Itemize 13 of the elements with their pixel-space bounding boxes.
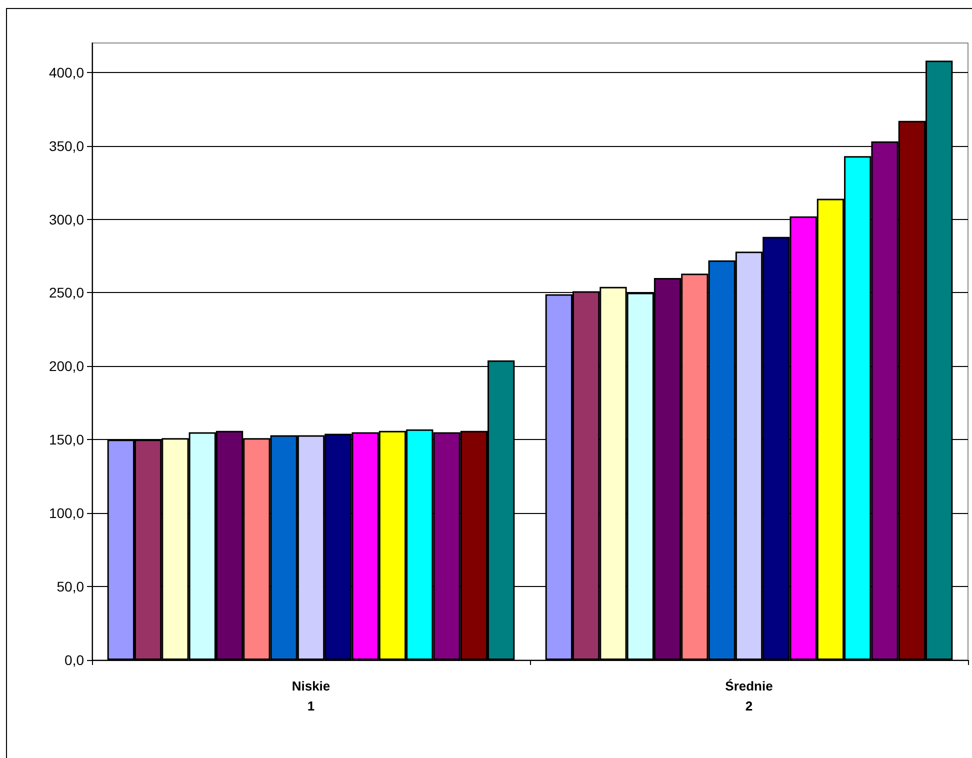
y-tick-label: 400,0 [48,64,84,80]
y-tick-label: 0,0 [64,652,84,668]
y-tick-label: 100,0 [48,505,84,522]
y-tick-label: 350,0 [48,138,84,154]
x-tick-label: Niskie [292,678,330,694]
text: 1 [307,698,315,714]
text: 2 [745,698,753,714]
y-tick-label: 300,0 [48,211,84,228]
y-tick-label: 200,0 [48,358,84,374]
x-tick-label: Średnie [725,678,773,694]
y-tick-label: 50,0 [56,578,84,595]
y-tick-label: 150,0 [48,432,84,448]
y-tick-label: 250,0 [48,284,84,301]
